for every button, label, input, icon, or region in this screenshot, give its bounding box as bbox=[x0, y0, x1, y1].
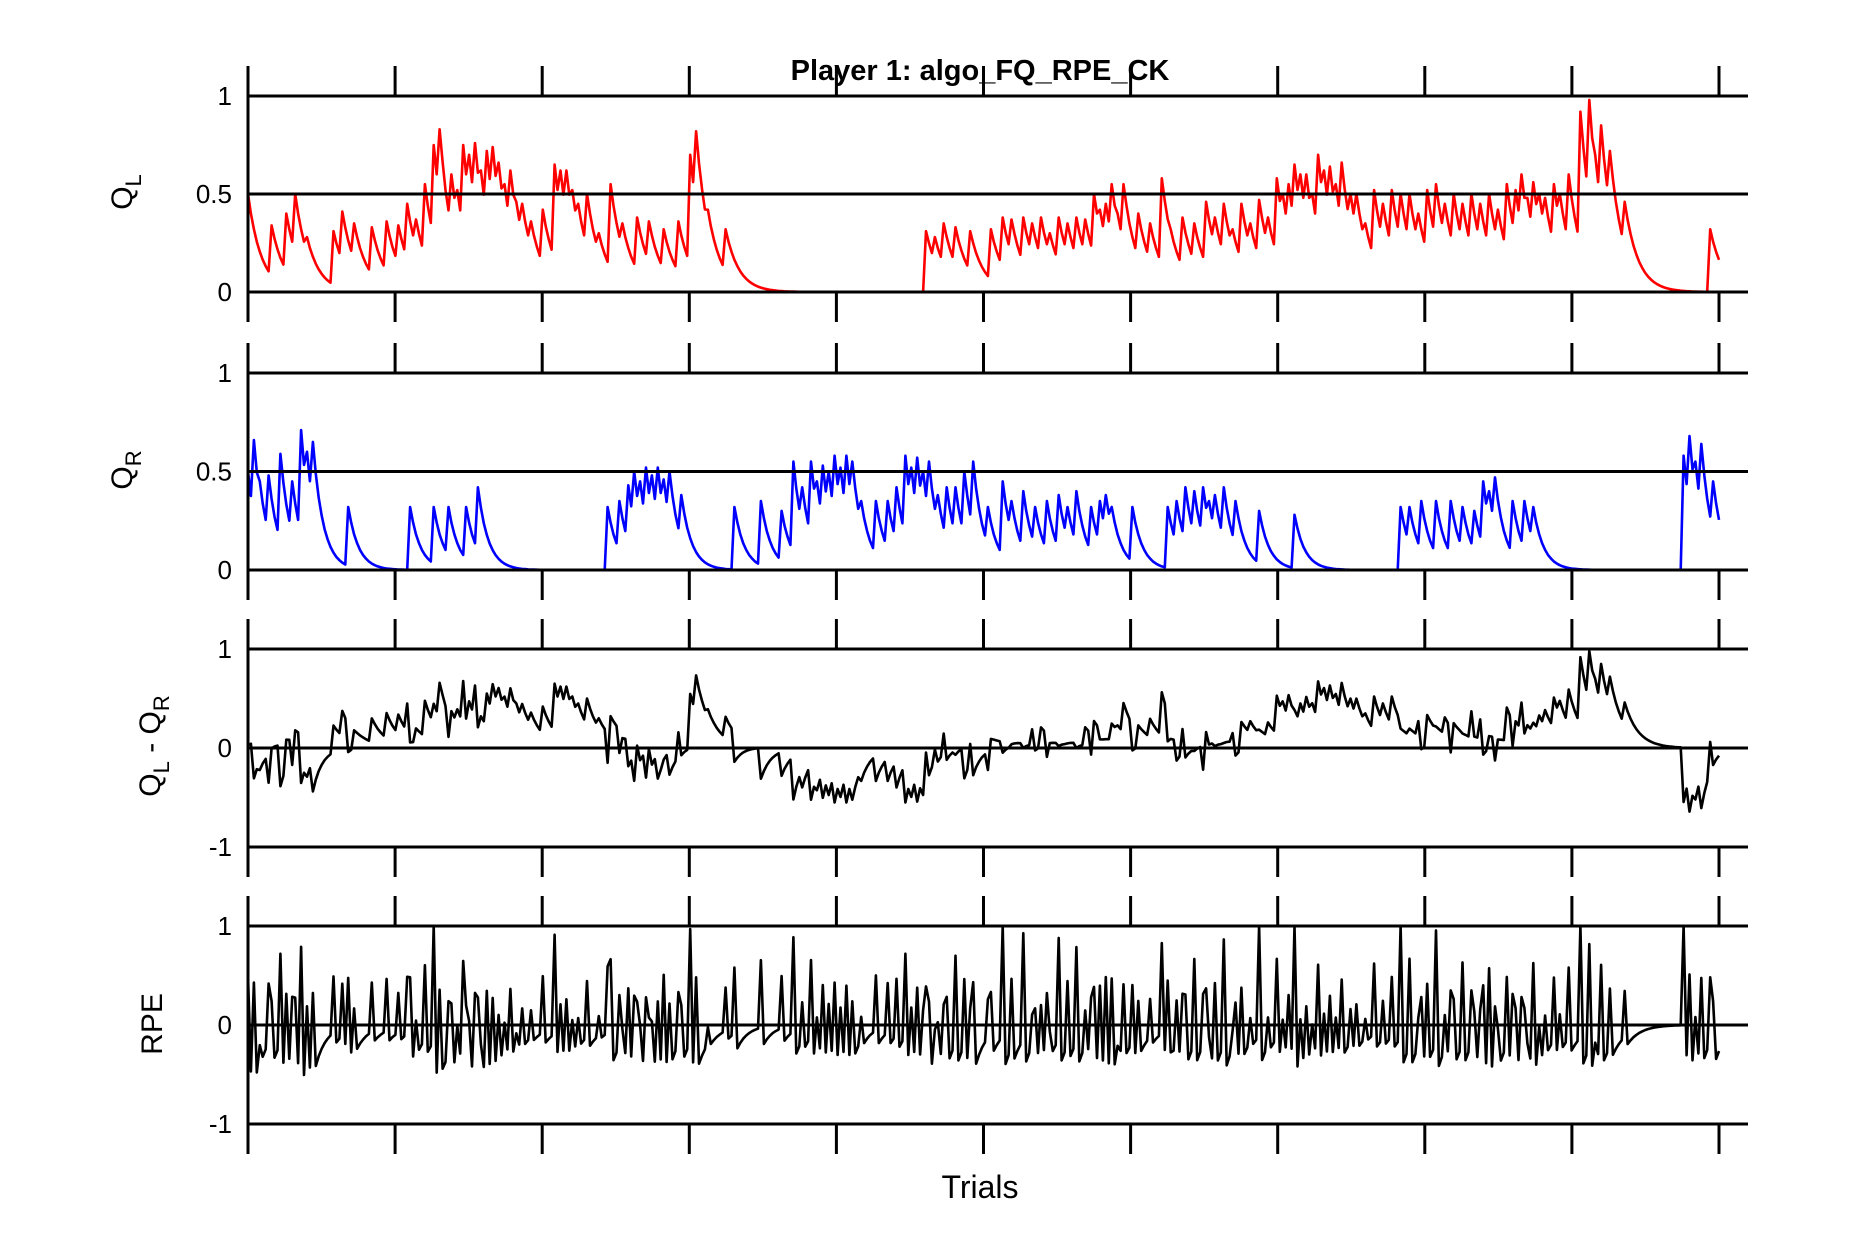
svg-text:QR: QR bbox=[106, 450, 146, 489]
qr-ylabel-main: Q bbox=[106, 466, 139, 489]
svg-text:QL - QR: QL - QR bbox=[134, 695, 174, 796]
y-tick-label-2-0: -1 bbox=[209, 832, 232, 862]
qr-ylabel-sub: R bbox=[121, 450, 146, 466]
series-line-3 bbox=[246, 924, 1721, 1077]
diff-ylabel-main2: - Q bbox=[134, 711, 167, 761]
series-line-0 bbox=[246, 98, 1721, 294]
x-axis-label: Trials bbox=[941, 1169, 1018, 1205]
rpe-panel: RPE -1 0 1 bbox=[136, 896, 1748, 1154]
y-tick-label-3-0: -1 bbox=[209, 1109, 232, 1139]
y-tick-label-3-2: 1 bbox=[218, 911, 232, 941]
series-line-2 bbox=[247, 649, 1721, 813]
ql-minus-qr-ylabel: QL - QR bbox=[134, 695, 174, 796]
diff-ylabel-sub: L bbox=[149, 761, 174, 773]
y-tick-label-1-2: 1 bbox=[218, 358, 232, 388]
y-tick-label-0-2: 1 bbox=[218, 81, 232, 111]
figure-title: Player 1: algo_FQ_RPE_CK bbox=[791, 55, 1170, 87]
ql-minus-qr-panel: QL - QR -1 0 1 bbox=[134, 619, 1748, 877]
qr-ylabel: QR bbox=[106, 450, 146, 489]
diff-ylabel-main: Q bbox=[134, 773, 167, 796]
ql-ylabel: QL bbox=[106, 174, 146, 210]
y-tick-label-1-0: 0 bbox=[218, 555, 232, 585]
y-tick-label-0-0: 0 bbox=[218, 277, 232, 307]
series-line-1 bbox=[246, 428, 1721, 572]
qr-panel: QR 0 0.5 1 bbox=[106, 343, 1748, 600]
ql-ylabel-main: Q bbox=[106, 186, 139, 209]
y-tick-label-3-1: 0 bbox=[218, 1010, 232, 1040]
y-tick-label-1-1: 0.5 bbox=[196, 457, 232, 487]
y-tick-label-2-1: 0 bbox=[218, 733, 232, 763]
y-tick-label-0-1: 0.5 bbox=[196, 179, 232, 209]
diff-ylabel-sub2: R bbox=[149, 695, 174, 711]
ql-panel: QL 0 0.5 1 bbox=[106, 66, 1748, 322]
y-tick-label-2-2: 1 bbox=[218, 634, 232, 664]
ql-ylabel-sub: L bbox=[121, 174, 146, 186]
rpe-ylabel: RPE bbox=[136, 993, 169, 1055]
svg-text:QL: QL bbox=[106, 174, 146, 210]
